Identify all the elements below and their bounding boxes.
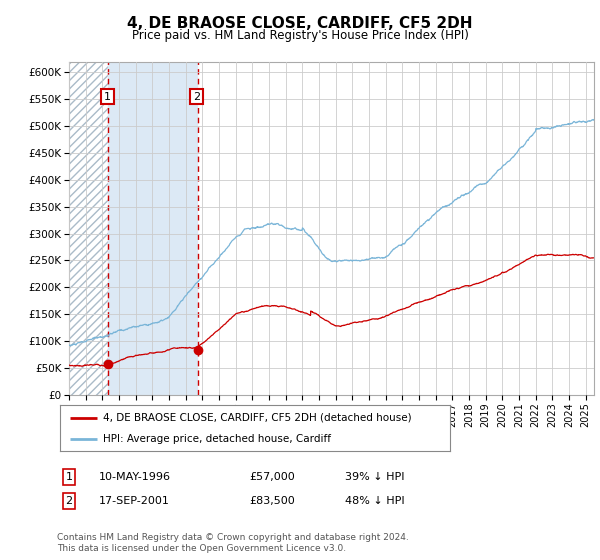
Bar — [69, 62, 109, 395]
Text: 10-MAY-1996: 10-MAY-1996 — [99, 472, 171, 482]
Bar — [109, 62, 197, 395]
Text: 4, DE BRAOSE CLOSE, CARDIFF, CF5 2DH (detached house): 4, DE BRAOSE CLOSE, CARDIFF, CF5 2DH (de… — [103, 413, 412, 423]
Text: 2: 2 — [65, 496, 73, 506]
Text: 17-SEP-2001: 17-SEP-2001 — [99, 496, 170, 506]
Text: Contains HM Land Registry data © Crown copyright and database right 2024.
This d: Contains HM Land Registry data © Crown c… — [57, 533, 409, 553]
Text: 2: 2 — [193, 91, 200, 101]
Text: 4, DE BRAOSE CLOSE, CARDIFF, CF5 2DH: 4, DE BRAOSE CLOSE, CARDIFF, CF5 2DH — [127, 16, 473, 31]
Text: 1: 1 — [104, 91, 111, 101]
Text: £83,500: £83,500 — [249, 496, 295, 506]
Text: HPI: Average price, detached house, Cardiff: HPI: Average price, detached house, Card… — [103, 435, 331, 444]
Text: 1: 1 — [65, 472, 73, 482]
Text: 48% ↓ HPI: 48% ↓ HPI — [345, 496, 404, 506]
Text: 39% ↓ HPI: 39% ↓ HPI — [345, 472, 404, 482]
Text: Price paid vs. HM Land Registry's House Price Index (HPI): Price paid vs. HM Land Registry's House … — [131, 29, 469, 42]
Text: £57,000: £57,000 — [249, 472, 295, 482]
Bar — [69, 62, 109, 395]
